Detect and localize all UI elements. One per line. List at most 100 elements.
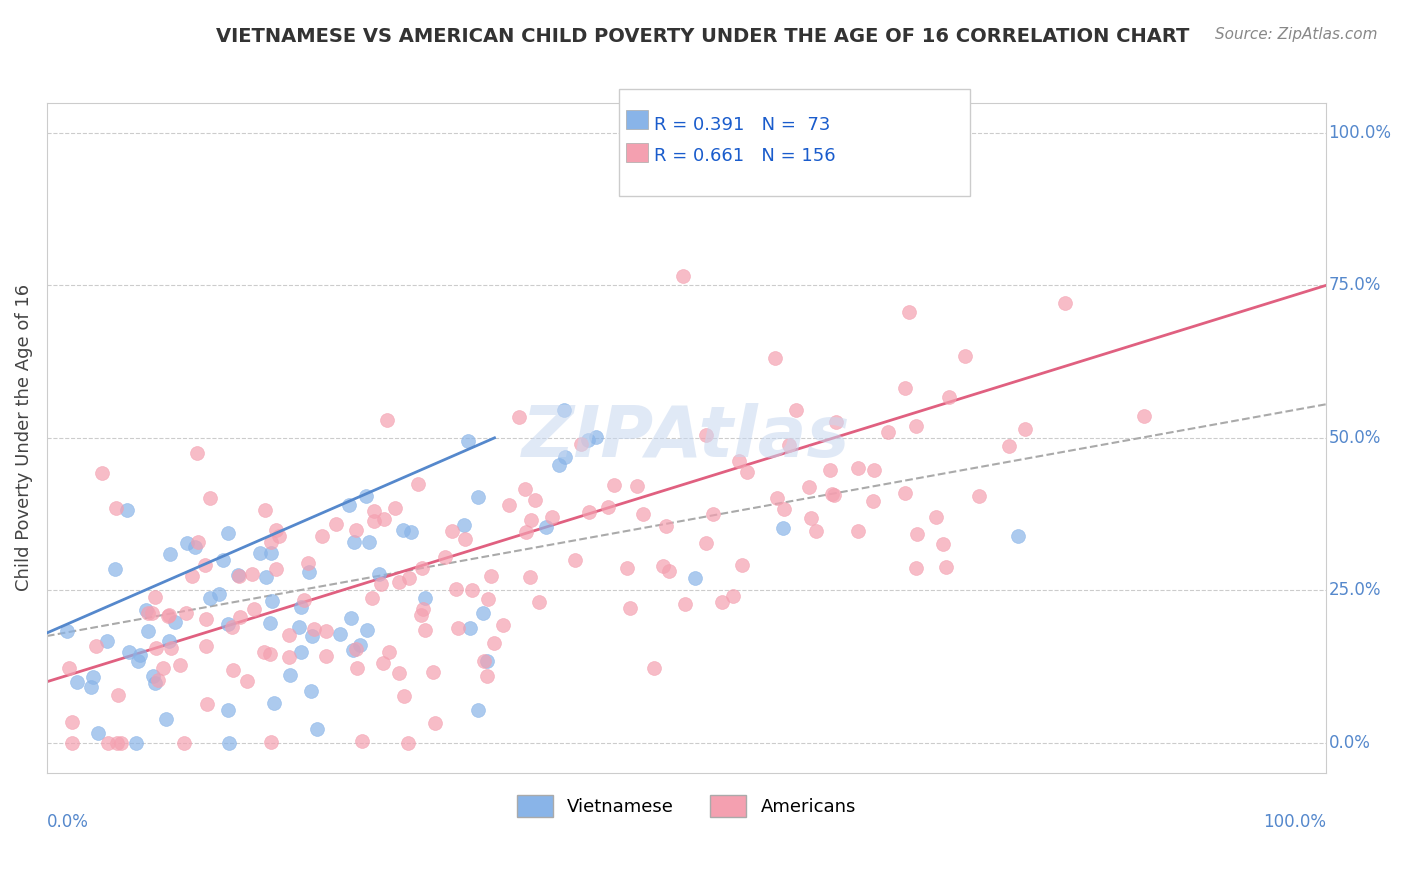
Point bbox=[894, 381, 917, 395]
Point bbox=[444, 582, 467, 596]
Point bbox=[176, 536, 198, 550]
Point bbox=[135, 603, 157, 617]
Point bbox=[673, 597, 696, 611]
Point bbox=[243, 602, 266, 616]
Point bbox=[253, 645, 276, 659]
Point bbox=[527, 595, 550, 609]
Point bbox=[820, 487, 842, 501]
Point bbox=[277, 649, 299, 664]
Text: ZIPAtlas: ZIPAtlas bbox=[522, 403, 851, 473]
Point bbox=[800, 511, 823, 525]
Point bbox=[1054, 295, 1077, 310]
Point bbox=[342, 643, 364, 657]
Point bbox=[350, 734, 373, 748]
Point bbox=[91, 467, 114, 481]
Point bbox=[626, 478, 648, 492]
Point bbox=[160, 640, 183, 655]
Point bbox=[228, 569, 250, 583]
Point bbox=[846, 524, 869, 538]
Point bbox=[354, 489, 377, 503]
Point bbox=[370, 577, 392, 591]
Point bbox=[96, 634, 118, 648]
Point bbox=[104, 562, 127, 576]
Point bbox=[344, 523, 367, 537]
Point bbox=[217, 703, 239, 717]
Point bbox=[399, 524, 422, 539]
Point bbox=[695, 428, 717, 442]
Point bbox=[368, 566, 391, 581]
Point bbox=[388, 575, 411, 590]
Point bbox=[785, 402, 807, 417]
Point bbox=[711, 595, 734, 609]
Point bbox=[343, 535, 366, 549]
Point bbox=[84, 639, 107, 653]
Point bbox=[658, 564, 681, 578]
Point bbox=[264, 524, 287, 538]
Point bbox=[298, 565, 321, 579]
Point bbox=[721, 589, 744, 603]
Point bbox=[143, 676, 166, 690]
Point bbox=[596, 500, 619, 514]
Point bbox=[1007, 529, 1029, 543]
Point bbox=[169, 657, 191, 672]
Point bbox=[453, 518, 475, 533]
Point bbox=[58, 661, 80, 675]
Point bbox=[897, 305, 920, 319]
Point bbox=[82, 670, 104, 684]
Point bbox=[115, 503, 138, 517]
Point bbox=[508, 410, 530, 425]
Point bbox=[287, 620, 309, 634]
Text: 100.0%: 100.0% bbox=[1263, 814, 1326, 831]
Point bbox=[110, 736, 132, 750]
Point bbox=[766, 491, 789, 506]
Point bbox=[823, 488, 845, 502]
Point bbox=[194, 639, 217, 653]
Point bbox=[392, 690, 415, 704]
Point bbox=[208, 587, 231, 601]
Text: R = 0.661   N = 156: R = 0.661 N = 156 bbox=[654, 147, 835, 165]
Point bbox=[388, 666, 411, 681]
Point bbox=[534, 520, 557, 534]
Point bbox=[683, 571, 706, 585]
Point bbox=[778, 437, 800, 451]
Point bbox=[616, 561, 638, 575]
Point bbox=[222, 663, 245, 677]
Point bbox=[905, 561, 928, 575]
Text: 25.0%: 25.0% bbox=[1329, 582, 1381, 599]
Point bbox=[585, 430, 607, 444]
Point bbox=[337, 498, 360, 512]
Point bbox=[602, 478, 624, 492]
Point bbox=[266, 562, 288, 576]
Point bbox=[253, 503, 276, 517]
Text: VIETNAMESE VS AMERICAN CHILD POVERTY UNDER THE AGE OF 16 CORRELATION CHART: VIETNAMESE VS AMERICAN CHILD POVERTY UND… bbox=[217, 27, 1189, 45]
Point bbox=[105, 736, 128, 750]
Point bbox=[925, 510, 948, 524]
Point bbox=[441, 524, 464, 538]
Point bbox=[773, 502, 796, 516]
Point bbox=[513, 482, 536, 496]
Point bbox=[863, 463, 886, 477]
Point bbox=[894, 485, 917, 500]
Point bbox=[56, 624, 79, 638]
Text: 75.0%: 75.0% bbox=[1329, 277, 1381, 294]
Point bbox=[457, 434, 479, 449]
Point bbox=[307, 722, 329, 736]
Point bbox=[174, 606, 197, 620]
Point bbox=[129, 648, 152, 662]
Y-axis label: Child Poverty Under the Age of 16: Child Poverty Under the Age of 16 bbox=[15, 285, 32, 591]
Point bbox=[415, 591, 437, 605]
Point bbox=[652, 559, 675, 574]
Point bbox=[156, 608, 179, 623]
Point bbox=[159, 547, 181, 561]
Point bbox=[571, 437, 593, 451]
Point bbox=[519, 569, 541, 583]
Point bbox=[157, 607, 180, 622]
Point bbox=[301, 684, 323, 698]
Point bbox=[184, 540, 207, 554]
Point bbox=[655, 519, 678, 533]
Point bbox=[578, 505, 600, 519]
Point bbox=[396, 736, 419, 750]
Point bbox=[143, 590, 166, 604]
Point bbox=[357, 535, 380, 549]
Point bbox=[104, 501, 127, 516]
